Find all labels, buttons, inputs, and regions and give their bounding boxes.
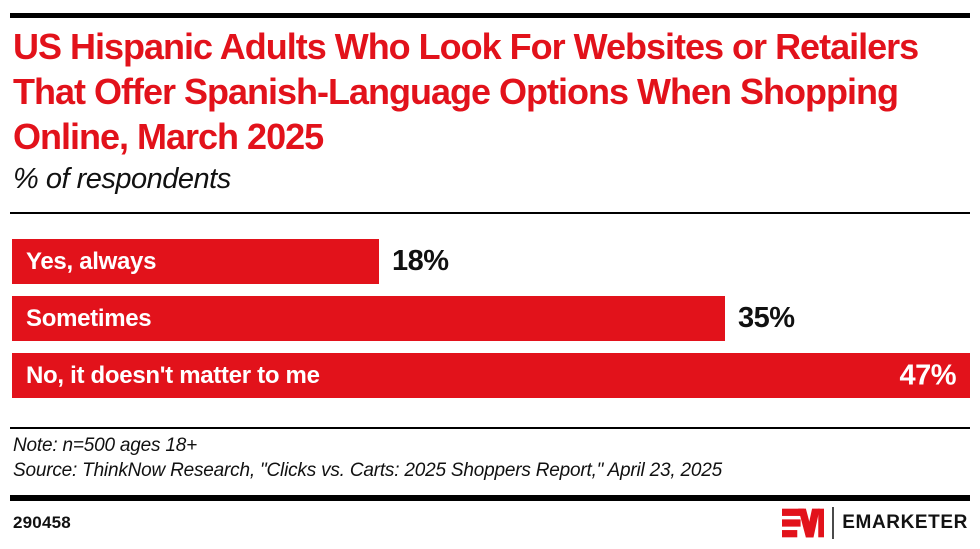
bar-segment: Yes, always	[12, 239, 379, 284]
emarketer-logo-icon	[782, 508, 825, 538]
footnote-source: Source: ThinkNow Research, "Clicks vs. C…	[13, 460, 723, 481]
brand-name: EMARKETER	[842, 512, 968, 533]
bar-segment: No, it doesn't matter to me 47%	[12, 353, 970, 398]
bar-category-label: Yes, always	[26, 247, 157, 275]
bar-chart: Yes, always 18% Sometimes 35% No, it doesn't…	[12, 239, 970, 410]
footer-rule	[10, 495, 970, 501]
subtitle-divider	[10, 212, 970, 214]
brand-divider	[832, 507, 835, 539]
bar-value-label: 35%	[738, 302, 795, 334]
chart-subtitle: % of respondents	[13, 163, 231, 195]
footer: 290458 EMARKETER	[13, 505, 968, 541]
footnote-divider	[10, 427, 970, 429]
bar-value-label: 18%	[392, 245, 449, 277]
footnote-note: Note: n=500 ages 18+	[13, 435, 198, 456]
chart-id: 290458	[13, 513, 71, 532]
bar-row: Yes, always 18%	[12, 239, 970, 284]
bar-row: Sometimes 35%	[12, 296, 970, 341]
bar-row: No, it doesn't matter to me 47%	[12, 353, 970, 398]
top-rule	[10, 13, 970, 18]
brand-logo: EMARKETER	[782, 507, 968, 539]
bar-segment: Sometimes	[12, 296, 725, 341]
footnote: Note: n=500 ages 18+ Source: ThinkNow Re…	[13, 433, 722, 483]
bar-category-label: No, it doesn't matter to me	[26, 361, 320, 389]
bar-category-label: Sometimes	[26, 304, 152, 332]
chart-title: US Hispanic Adults Who Look For Websites…	[13, 26, 919, 157]
bar-value-label: 47%	[899, 359, 956, 391]
